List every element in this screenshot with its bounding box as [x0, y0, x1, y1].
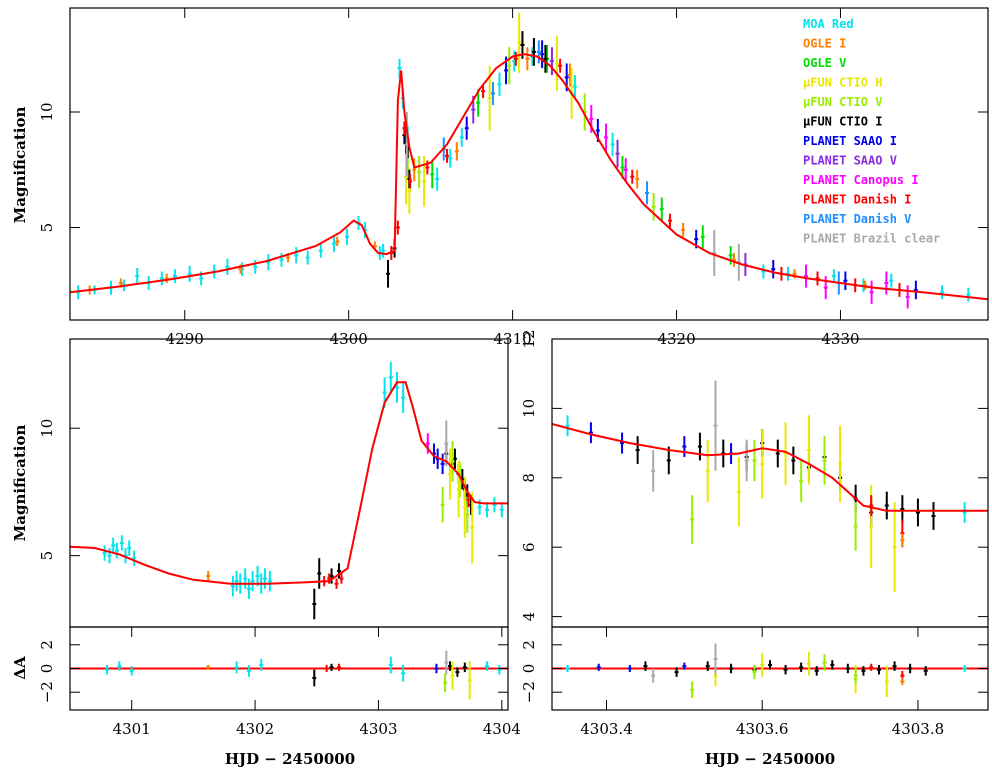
y-tick-label: 0 — [520, 664, 538, 674]
series-ogle-v — [430, 44, 733, 265]
plot-frame — [551, 338, 989, 628]
y-tick-label: 10 — [38, 419, 56, 438]
series--fun-ctio-i — [312, 443, 473, 620]
legend-entry: PLANET Danish I — [803, 193, 911, 207]
series--fun-ctio-h — [705, 415, 897, 593]
y-tick-label: 4 — [520, 612, 538, 622]
legend-entry: PLANET Brazil clear — [803, 232, 940, 246]
y-tick-label: 12 — [520, 329, 538, 348]
x-tick-label: 4303 — [359, 720, 397, 738]
x-tick-label: 4304 — [483, 720, 521, 738]
series--fun-ctio-v — [690, 436, 858, 551]
legend-entry: OGLE V — [803, 56, 846, 70]
y-tick-label: 10 — [38, 102, 56, 121]
series-planet-danish-i — [322, 491, 471, 589]
legend-entry: PLANET SAAO V — [803, 154, 897, 168]
legend: MOA Red OGLE I OGLE V μFUN CTIO H μFUN CTIO … — [803, 17, 940, 246]
legend-entry: PLANET Danish V — [803, 212, 911, 226]
series-planet-saao-i — [588, 422, 734, 464]
model-curve — [70, 381, 508, 585]
x-tick-label: 4301 — [113, 720, 151, 738]
top-y-axis-title: Magnification — [11, 107, 29, 224]
x-tick-label: 4310 — [494, 330, 532, 348]
axis-titles: Magnification Magnification ΔA HJD − 245000… — [11, 107, 835, 768]
series-planet-saao-i — [434, 663, 439, 674]
series--fun-ctio-h — [404, 12, 574, 214]
series-moa-red — [102, 361, 504, 599]
y-tick-label: 8 — [520, 473, 538, 483]
series-ogle-i — [206, 570, 211, 582]
legend-entry: μFUN CTIO I — [803, 115, 882, 129]
legend-entry: μFUN CTIO H — [803, 76, 882, 90]
y-tick-label: 2 — [520, 640, 538, 650]
plot-frame — [69, 7, 989, 321]
series-planet-saao-v — [471, 47, 748, 277]
legend-entry: PLANET SAAO I — [803, 134, 897, 148]
series-planet-danish-i — [324, 663, 341, 673]
x-tick-label: 4303.6 — [736, 720, 789, 738]
series--fun-ctio-i — [643, 660, 928, 677]
series--fun-ctio-v — [405, 47, 656, 221]
bottom-right-residuals-panel: −2 0 2 4303.4 4303.6 4303.8 — [520, 626, 989, 738]
y-tick-label: 5 — [38, 551, 56, 561]
series-planet-brazil-clear — [444, 420, 449, 467]
series-planet-brazil-clear — [651, 643, 718, 683]
y-tick-label: 2 — [38, 640, 56, 650]
series-planet-saao-i — [596, 662, 734, 673]
series--fun-ctio-v — [690, 654, 858, 699]
legend-entry: OGLE I — [803, 37, 846, 51]
series-planet-canopus-i — [425, 433, 430, 454]
plot-area — [552, 643, 988, 699]
series--fun-ctio-i — [386, 31, 548, 288]
x-tick-label: 4303.4 — [580, 720, 633, 738]
plot-area — [70, 12, 988, 309]
series-planet-canopus-i — [589, 105, 910, 309]
plot-area — [70, 650, 508, 700]
legend-entry: PLANET Canopus I — [803, 173, 919, 187]
y-tick-label: −2 — [38, 681, 56, 703]
bottom-left-x-axis-title: HJD − 2450000 — [225, 750, 355, 768]
y-tick-label: −2 — [520, 681, 538, 703]
bottom-left-zoom-panel: 5 10 — [38, 338, 509, 628]
model-curve — [552, 423, 988, 512]
series-planet-brazil-clear — [651, 380, 749, 492]
series--fun-ctio-h — [450, 661, 472, 700]
series-planet-brazil-clear — [444, 650, 449, 675]
legend-entry: μFUN CTIO V — [803, 95, 882, 109]
bottom-left-residuals-panel: −2 0 2 4301 4302 4303 4304 — [38, 626, 521, 738]
y-tick-label: 6 — [520, 542, 538, 552]
series-planet-danish-v — [441, 40, 841, 295]
plot-area — [552, 380, 988, 593]
series-moa-red — [105, 656, 502, 682]
y-tick-label: 10 — [520, 399, 538, 418]
series-ogle-i — [206, 664, 211, 670]
series-planet-brazil-clear — [404, 112, 741, 281]
bottom-left-y-axis-title: Magnification — [11, 425, 29, 542]
x-tick-label: 4303.8 — [892, 720, 945, 738]
series-ogle-i — [87, 47, 868, 295]
model-curve — [70, 53, 988, 301]
x-tick-label: 4302 — [236, 720, 274, 738]
plot-area — [70, 361, 508, 620]
series-moa-red — [565, 415, 967, 523]
residual-y-axis-title: ΔA — [11, 656, 29, 680]
bottom-right-zoom-panel: 4 6 8 10 12 — [520, 329, 989, 628]
series--fun-ctio-i — [312, 661, 467, 687]
bottom-right-x-axis-title: HJD − 2450000 — [705, 750, 835, 768]
series-moa-red — [565, 664, 967, 673]
y-tick-label: 5 — [38, 223, 56, 233]
series--fun-ctio-v — [443, 673, 448, 693]
series-ogle-i — [900, 533, 905, 548]
legend-entry: MOA Red — [803, 17, 854, 31]
y-tick-label: 0 — [38, 664, 56, 674]
series-ogle-i — [900, 677, 905, 686]
